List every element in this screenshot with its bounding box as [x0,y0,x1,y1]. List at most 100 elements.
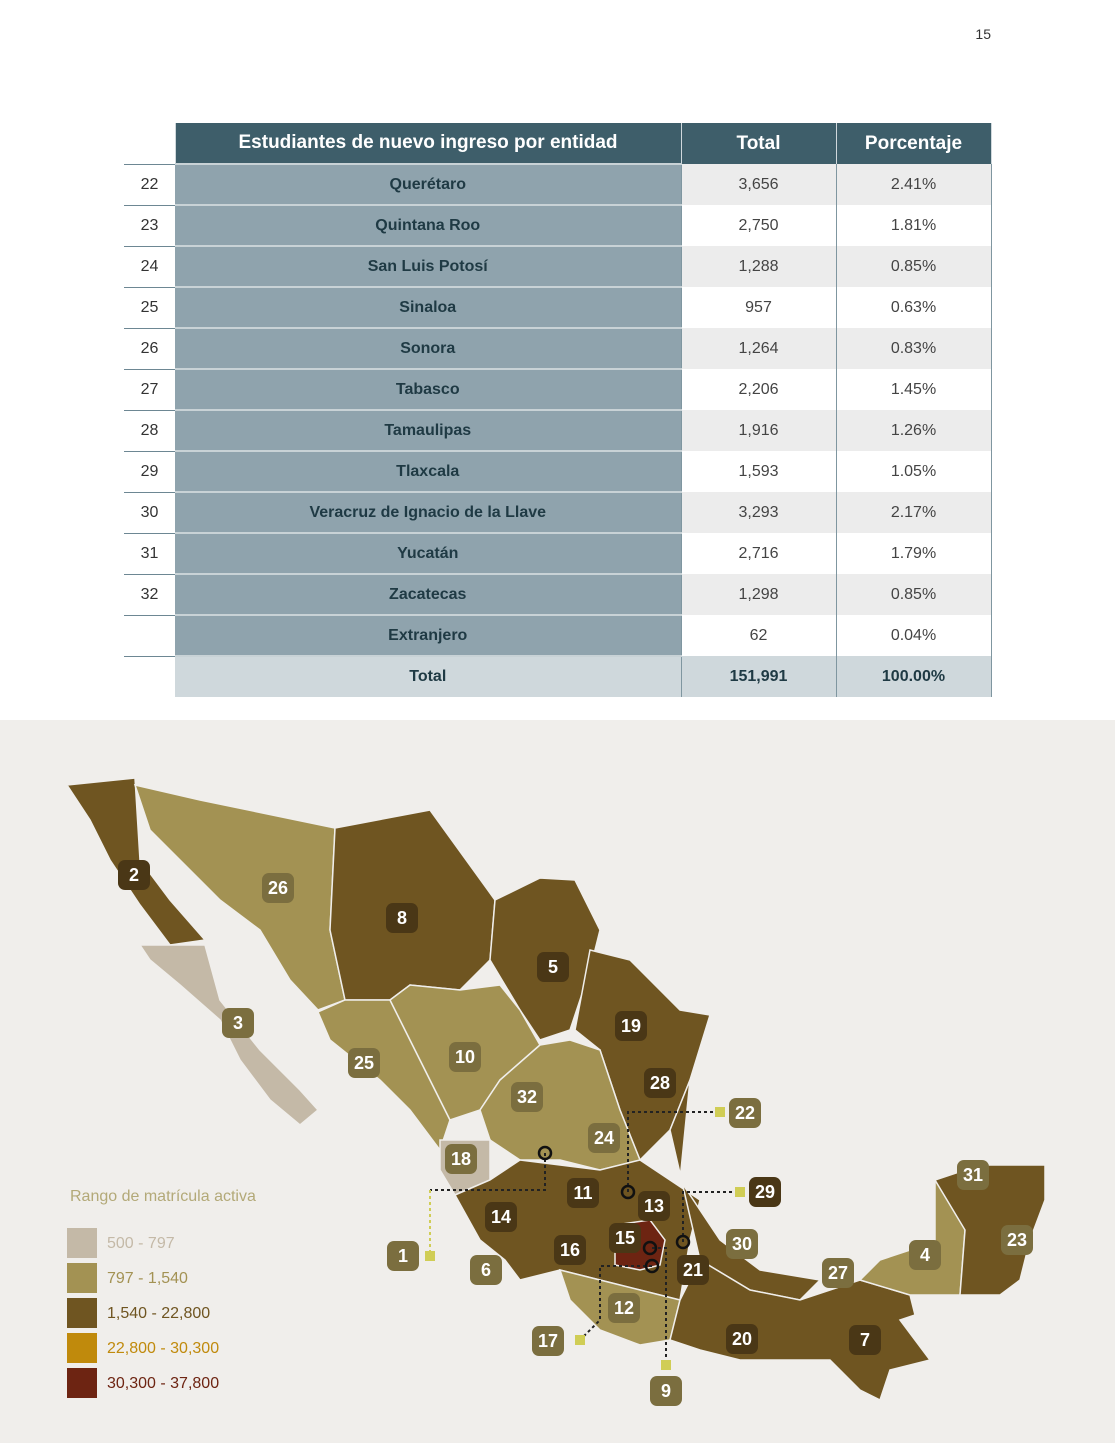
cell: Tabasco [175,368,681,410]
region-number: 17 [538,1331,558,1351]
cell: 151,991 [680,656,837,697]
cell: 23 [124,204,175,246]
cell: 3,656 [680,164,837,205]
cell [124,655,175,697]
region-number: 30 [732,1234,752,1254]
region-number: 11 [573,1183,592,1203]
region-badge [588,1123,620,1153]
cell [124,614,175,656]
column-header: Porcentaje [836,123,992,164]
region-badge [567,1178,599,1208]
region-number: 16 [560,1240,580,1260]
region-badge [118,860,150,890]
region-badge [726,1324,758,1354]
legend-label: 30,300 - 37,800 [107,1375,219,1392]
region-badge [554,1235,586,1265]
row: 30 Veracruz de Ignacio de la Llave 3,293 2.… [124,491,992,533]
region-number: 12 [614,1298,634,1318]
region-number: 7 [860,1330,870,1350]
region-badge [470,1255,502,1285]
cell: Sinaloa [175,286,681,328]
cell: 2,716 [680,533,837,574]
region-number: 2 [129,865,139,885]
row: Extranjero 62 0.04% [124,614,992,656]
region-badge [957,1160,989,1190]
legend-title: Rango de matrícula activa [70,1188,256,1205]
region-badge [822,1258,854,1288]
region-badge [387,1241,419,1271]
cell: 0.85% [835,246,992,287]
cell: 2.41% [835,164,992,205]
region-number: 15 [615,1228,635,1248]
region-badge [222,1008,254,1038]
region-number: 5 [548,957,558,977]
region-number: 10 [455,1047,475,1067]
legend-label: 500 - 797 [107,1235,175,1252]
row: 23 Quintana Roo 2,750 1.81% [124,204,992,246]
region-number: 3 [233,1013,243,1033]
table: Estudiantes de nuevo ingreso por entidad… [124,123,992,697]
page-number: 15 [975,26,991,42]
row: 28 Tamaulipas 1,916 1.26% [124,409,992,451]
region-number: 32 [517,1087,537,1107]
cell: 1.79% [835,533,992,574]
cell: 0.83% [835,328,992,369]
region-badge [262,873,294,903]
cell: 31 [124,532,175,574]
region-badge [608,1293,640,1323]
region-number: 18 [451,1149,471,1169]
cell: 2,206 [680,369,837,410]
region-badge [644,1068,676,1098]
cell: 24 [124,245,175,287]
column-header: Estudiantes de nuevo ingreso por entidad [175,123,682,164]
region-badge [650,1376,682,1406]
legend-swatch [67,1298,97,1328]
column-header: Total [681,123,837,164]
cell: 29 [124,450,175,492]
cell: Total [175,655,681,697]
cell: 22 [124,163,175,205]
cell: 28 [124,409,175,451]
row: 25 Sinaloa 957 0.63% [124,286,992,328]
row: 31 Yucatán 2,716 1.79% [124,532,992,574]
cell: 1,264 [680,328,837,369]
cell: 26 [124,327,175,369]
region-number: 24 [594,1128,614,1148]
region-number: 29 [755,1182,775,1202]
cell: Tlaxcala [175,450,681,492]
cell: 100.00% [835,656,992,697]
cell: Quintana Roo [175,204,681,246]
region-number: 6 [481,1260,491,1280]
region-badge [537,952,569,982]
region-number: 19 [621,1016,641,1036]
cell: 1,298 [680,574,837,615]
cell: 32 [124,573,175,615]
region-badge [749,1177,781,1207]
legend-swatch [67,1228,97,1258]
cell: 30 [124,491,175,533]
cell: 1.26% [835,410,992,451]
region-badge [909,1240,941,1270]
cell: 27 [124,368,175,410]
cell: Veracruz de Ignacio de la Llave [175,491,681,533]
region-number: 21 [683,1260,703,1280]
legend-swatch [67,1263,97,1293]
blank [124,123,176,164]
cell: 1.81% [835,205,992,246]
map: Rango de matrícula activa 500 - 797 797 -… [0,720,1115,1443]
cell: Yucatán [175,532,681,574]
cell: 0.85% [835,574,992,615]
region-number: 20 [732,1329,752,1349]
leader-ends [425,1107,745,1370]
cell: Tamaulipas [175,409,681,451]
region-number: 4 [920,1245,930,1265]
legend-label: 797 - 1,540 [107,1270,188,1287]
region-number: 1 [398,1246,408,1266]
legend-label: 1,540 - 22,800 [107,1305,210,1322]
region-number: 13 [644,1196,664,1216]
cell: 0.04% [835,615,992,656]
cell: 0.63% [835,287,992,328]
cell: 1,593 [680,451,837,492]
row: 29 Tlaxcala 1,593 1.05% [124,450,992,492]
